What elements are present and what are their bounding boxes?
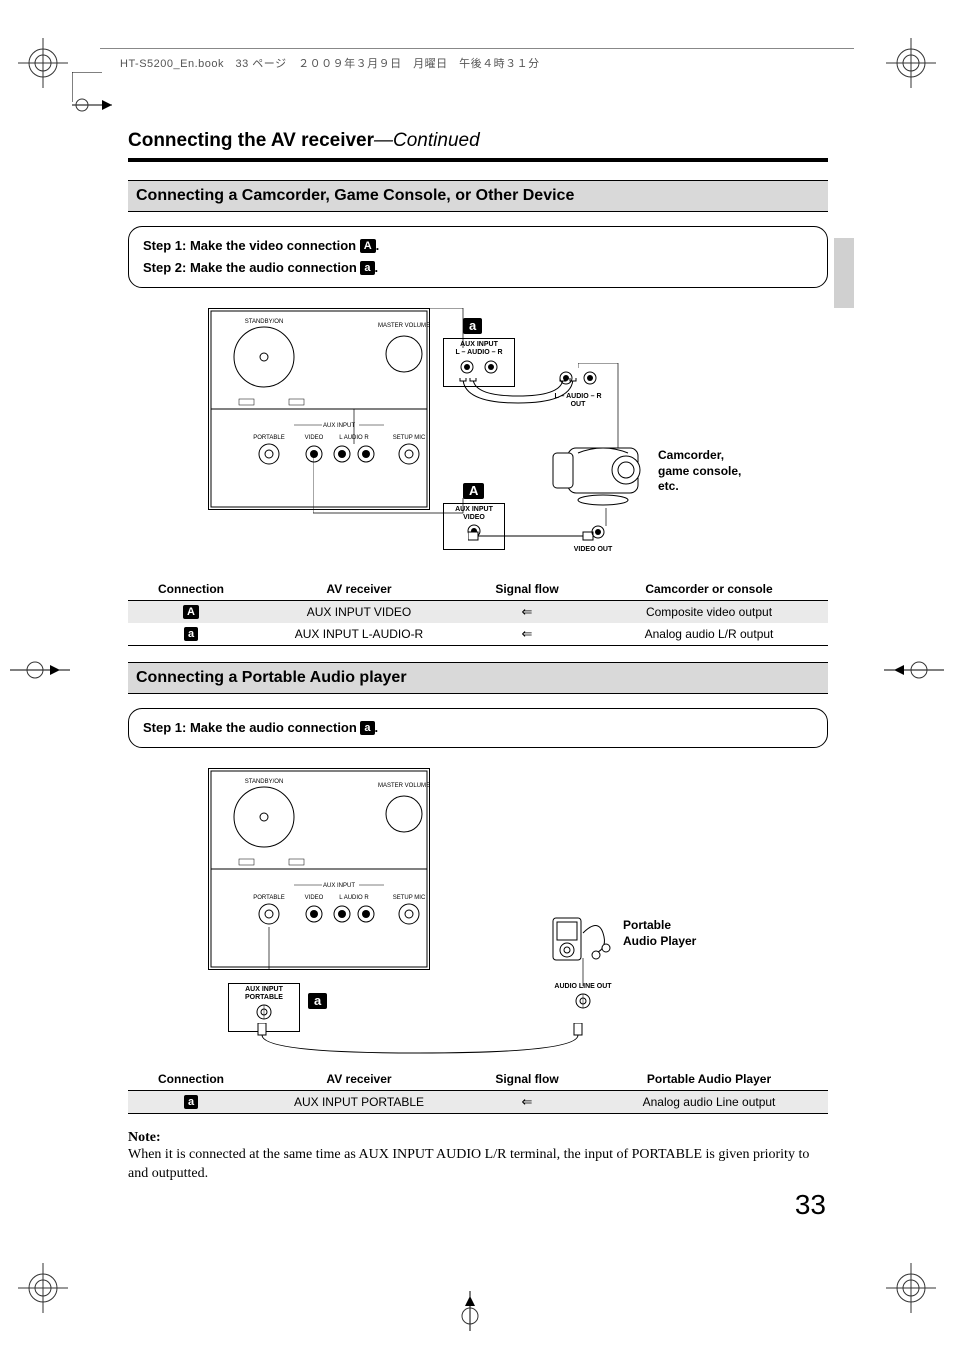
- s2-r1-dev: Analog audio Line output: [590, 1091, 828, 1114]
- leader-vid-cam: [598, 508, 618, 528]
- s2-step1-post: .: [375, 720, 379, 735]
- svg-text:STANDBY/ON: STANDBY/ON: [245, 779, 284, 785]
- portable-player-icon: [548, 913, 628, 968]
- s1-row2: a AUX INPUT L-AUDIO-R ⇐ Analog audio L/R…: [128, 623, 828, 646]
- s1-r2-badge: a: [184, 627, 198, 641]
- s1-table-header: Connection AV receiver Signal flow Camco…: [128, 578, 828, 601]
- svg-text:AUX INPUT: AUX INPUT: [323, 423, 355, 429]
- section2-steps: Step 1: Make the audio connection a.: [128, 708, 828, 748]
- s1-r1-dev: Composite video output: [590, 601, 828, 624]
- svg-text:L AUDIO R: L AUDIO R: [339, 895, 369, 901]
- section2-title: Connecting a Portable Audio player: [128, 662, 828, 694]
- chapter-title-text: Connecting the AV receiver: [128, 130, 374, 151]
- section1-table: Connection AV receiver Signal flow Camco…: [128, 578, 828, 646]
- diagram2-badge-a: a: [308, 993, 327, 1011]
- s1-th3: Signal flow: [464, 578, 590, 601]
- chapter-rule: [128, 158, 828, 162]
- s1-step1-post: .: [376, 238, 380, 253]
- running-header: HT-S5200_En.book 33 ページ ２００９年３月９日 月曜日 午後…: [120, 55, 540, 71]
- s1-r1-recv: AUX INPUT VIDEO: [254, 601, 464, 624]
- diagram1-badge-A: A: [463, 483, 484, 501]
- reg-mark-tr: [886, 38, 936, 88]
- section1-steps: Step 1: Make the video connection A. Ste…: [128, 226, 828, 288]
- s1-r2-dev: Analog audio L/R output: [590, 623, 828, 646]
- note-heading: Note:: [128, 1130, 828, 1146]
- page-number: 33: [795, 1189, 826, 1221]
- side-tab: [834, 238, 854, 308]
- header-rule: [100, 48, 854, 49]
- svg-text:SETUP MIC: SETUP MIC: [393, 435, 426, 441]
- reg-mark-tl: [18, 38, 68, 88]
- s2-th3: Signal flow: [464, 1068, 590, 1091]
- section1-diagram: MASTER VOLUME STANDBY/ON AUX INPUT PORTA…: [168, 298, 788, 568]
- section1-step2: Step 2: Make the audio connection a.: [143, 257, 813, 279]
- cable-portable: [248, 1023, 598, 1063]
- badge-a2: a: [360, 721, 374, 735]
- player-label: Portable Audio Player: [623, 918, 696, 949]
- section2-diagram: MASTER VOLUME STANDBY/ON AUX INPUT PORTA…: [168, 758, 788, 1058]
- section2-table: Connection AV receiver Signal flow Porta…: [128, 1068, 828, 1114]
- note-body: When it is connected at the same time as…: [128, 1146, 828, 1184]
- chapter-title: Connecting the AV receiver—Continued: [128, 130, 828, 152]
- receiver-svg-2: MASTER VOLUME STANDBY/ON AUX INPUT PORTA…: [209, 769, 429, 969]
- receiver-panel-2: MASTER VOLUME STANDBY/ON AUX INPUT PORTA…: [208, 768, 430, 970]
- s1-th1: Connection: [128, 578, 254, 601]
- svg-text:STANDBY/ON: STANDBY/ON: [245, 319, 284, 325]
- s2-th2: AV receiver: [254, 1068, 464, 1091]
- section2-step1: Step 1: Make the audio connection a.: [143, 717, 813, 739]
- s2-r1-recv: AUX INPUT PORTABLE: [254, 1091, 464, 1114]
- diagram1-badge-a: a: [463, 318, 482, 336]
- s1-r2-recv: AUX INPUT L-AUDIO-R: [254, 623, 464, 646]
- s1-row1: A AUX INPUT VIDEO ⇐ Composite video outp…: [128, 601, 828, 624]
- crop-bottom: [440, 1291, 500, 1331]
- camcorder-label: Camcorder, game console, etc.: [658, 448, 741, 495]
- s1-step2-post: .: [375, 260, 379, 275]
- crop-right: [884, 650, 944, 690]
- audio-line-out-box: AUDIO LINE OUT: [543, 983, 623, 1016]
- section1-title: Connecting a Camcorder, Game Console, or…: [128, 180, 828, 212]
- s2-table-header: Connection AV receiver Signal flow Porta…: [128, 1068, 828, 1091]
- svg-text:PORTABLE: PORTABLE: [253, 435, 284, 441]
- reg-mark-bl: [18, 1263, 68, 1313]
- s1-th2: AV receiver: [254, 578, 464, 601]
- svg-text:MASTER VOLUME: MASTER VOLUME: [378, 783, 429, 789]
- crop-left: [10, 650, 70, 690]
- arrow-tl: [72, 95, 112, 115]
- s2-r1-badge: a: [184, 1095, 198, 1109]
- s1-r1-badge: A: [183, 605, 199, 619]
- camcorder-icon: [548, 438, 668, 518]
- svg-text:PORTABLE: PORTABLE: [253, 895, 284, 901]
- s1-step1-pre: Step 1: Make the video connection: [143, 238, 360, 253]
- badge-a: a: [360, 261, 374, 275]
- s2-step1-pre: Step 1: Make the audio connection: [143, 720, 360, 735]
- s2-r1-flow: ⇐: [464, 1091, 590, 1114]
- svg-text:AUX INPUT: AUX INPUT: [323, 883, 355, 889]
- content-area: Connecting the AV receiver—Continued Con…: [128, 130, 828, 1184]
- svg-text:VIDEO: VIDEO: [305, 895, 324, 901]
- s2-th4: Portable Audio Player: [590, 1068, 828, 1091]
- s1-r2-flow: ⇐: [464, 623, 590, 646]
- s2-th1: Connection: [128, 1068, 254, 1091]
- svg-text:VIDEO: VIDEO: [305, 435, 324, 441]
- section1-step1: Step 1: Make the video connection A.: [143, 235, 813, 257]
- chapter-continued: —Continued: [374, 130, 480, 151]
- badge-A: A: [360, 239, 376, 253]
- s1-r1-flow: ⇐: [464, 601, 590, 624]
- s1-step2-pre: Step 2: Make the audio connection: [143, 260, 360, 275]
- s1-th4: Camcorder or console: [590, 578, 828, 601]
- svg-text:SETUP MIC: SETUP MIC: [393, 895, 426, 901]
- reg-mark-br: [886, 1263, 936, 1313]
- s2-row1: a AUX INPUT PORTABLE ⇐ Analog audio Line…: [128, 1091, 828, 1114]
- page: HT-S5200_En.book 33 ページ ２００９年３月９日 月曜日 午後…: [0, 0, 954, 1351]
